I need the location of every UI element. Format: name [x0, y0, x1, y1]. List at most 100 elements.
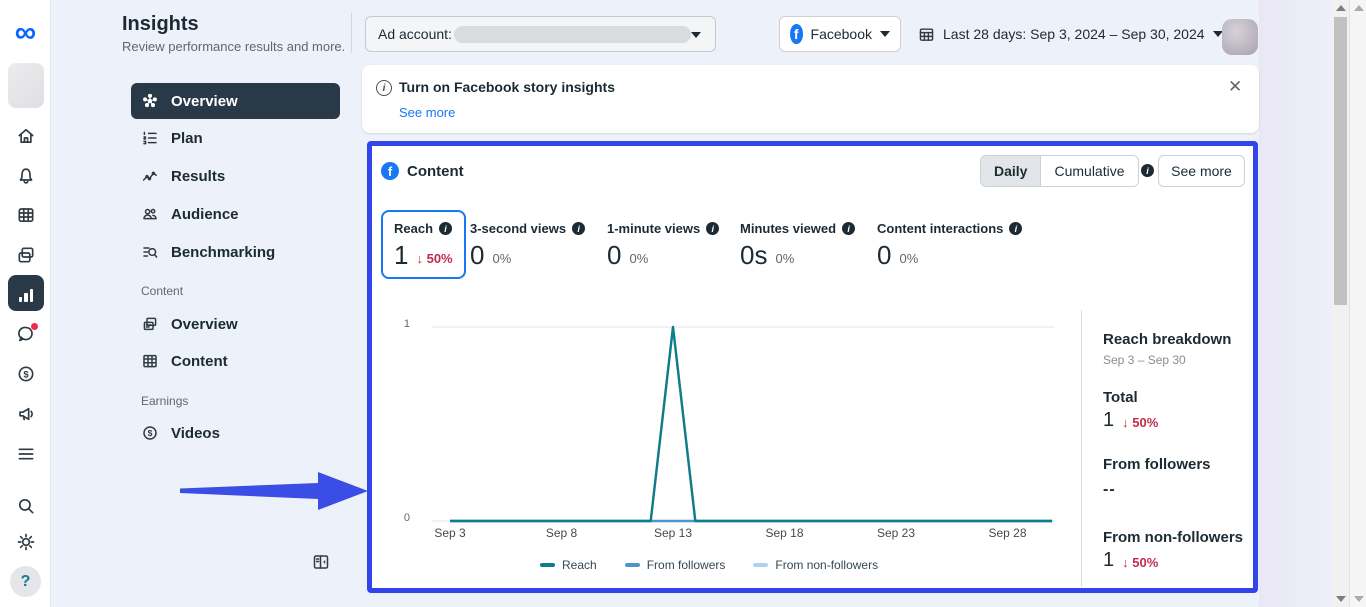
breakdown-divider	[1081, 310, 1082, 587]
legend-item-reach[interactable]: Reach	[540, 558, 597, 572]
down-arrow-icon: ↓	[1122, 555, 1129, 570]
date-range-label: Last 28 days: Sep 3, 2024 – Sep 30, 2024	[943, 26, 1205, 42]
insights-icon-selected[interactable]	[8, 275, 44, 311]
all-tools-icon[interactable]	[0, 444, 51, 464]
settings-gear-icon[interactable]	[0, 532, 51, 552]
date-range-selector[interactable]: Last 28 days: Sep 3, 2024 – Sep 30, 2024	[918, 16, 1223, 52]
sidebar-item-label: Audience	[171, 205, 239, 223]
info-icon[interactable]: i	[842, 222, 856, 235]
banner-see-more-link[interactable]: See more	[399, 105, 456, 120]
page-avatar-placeholder[interactable]	[8, 63, 44, 108]
metric-label: Reach	[394, 221, 434, 236]
sidebar-item-audience[interactable]: Audience	[131, 196, 340, 232]
x-axis-tick: Sep 3	[434, 526, 466, 540]
metric-label: 3-second views	[470, 221, 567, 236]
legend-item-from-followers[interactable]: From followers	[624, 558, 725, 572]
sidebar-item-videos[interactable]: $ Videos	[131, 415, 340, 451]
toggle-daily-button[interactable]: Daily	[981, 156, 1042, 186]
metric-delta: 0%	[492, 251, 512, 266]
x-axis-tick: Sep 23	[876, 526, 916, 540]
line-chart-icon	[142, 171, 157, 181]
collapse-panel-icon	[313, 555, 329, 569]
info-icon[interactable]: i	[1141, 164, 1154, 177]
home-icon[interactable]	[0, 126, 51, 146]
meta-logo[interactable]: ∞	[14, 16, 37, 49]
background-strip	[1259, 0, 1333, 607]
inner-scrollbar[interactable]	[1332, 0, 1349, 607]
metric-tab-minutes-viewed[interactable]: Minutes viewed i 0s 0%	[740, 221, 856, 270]
reach-swatch	[540, 563, 555, 567]
close-icon[interactable]: ✕	[1228, 77, 1243, 96]
legend-item-from-non-followers[interactable]: From non-followers	[753, 558, 878, 572]
platform-selector[interactable]: f Facebook	[779, 16, 901, 52]
overview-network-icon	[143, 93, 157, 108]
numbered-list-icon	[143, 131, 157, 145]
info-icon[interactable]: i	[706, 222, 720, 235]
chevron-down-icon	[880, 31, 890, 37]
dollar-circle-icon: $	[143, 426, 157, 440]
x-axis-ticks: Sep 3 Sep 8 Sep 13 Sep 18 Sep 23 Sep 28	[418, 526, 1078, 542]
from-followers-swatch	[624, 563, 640, 567]
search-icon[interactable]	[0, 496, 51, 516]
posts-icon[interactable]	[0, 245, 51, 265]
metric-delta: 0%	[629, 251, 649, 266]
planner-icon[interactable]	[0, 205, 51, 225]
sidebar-item-results[interactable]: Results	[131, 158, 340, 194]
metric-tab-3-second-views[interactable]: 3-second views i 0 0%	[470, 221, 586, 268]
header-divider	[351, 13, 352, 53]
metric-delta: 0%	[899, 251, 919, 266]
inbox-icon[interactable]	[0, 324, 51, 344]
collapse-sidebar-button[interactable]	[311, 552, 331, 572]
sidebar-item-overview[interactable]: Overview	[131, 83, 340, 119]
scroll-up-icon[interactable]	[1354, 5, 1364, 11]
reach-line-chart	[432, 325, 1054, 523]
people-icon	[143, 208, 157, 220]
toggle-cumulative-button[interactable]: Cumulative	[1041, 156, 1138, 186]
content-card-title: Content	[407, 163, 464, 180]
x-axis-tick: Sep 18	[765, 526, 804, 540]
sidebar-item-plan[interactable]: Plan	[131, 120, 340, 156]
monetization-icon[interactable]: $	[0, 364, 51, 384]
ads-icon[interactable]	[0, 404, 51, 424]
user-avatar[interactable]	[1222, 19, 1258, 55]
from-non-followers-swatch	[753, 563, 769, 567]
scroll-up-icon[interactable]	[1336, 5, 1346, 11]
scrollbar-thumb[interactable]	[1334, 17, 1347, 305]
sidebar-item-label: Results	[171, 167, 226, 185]
info-icon[interactable]: i	[572, 222, 586, 235]
see-more-button[interactable]: See more	[1158, 155, 1245, 187]
metric-delta: 0%	[775, 251, 795, 266]
metric-value: 0s	[740, 240, 768, 270]
content-card-highlight: f Content Daily Cumulative i See more Re…	[367, 141, 1258, 593]
outer-scrollbar[interactable]	[1349, 0, 1366, 607]
info-icon[interactable]: i	[439, 222, 453, 235]
metric-value: 1	[394, 240, 409, 270]
breakdown-row-value: 1 ↓ 50%	[1103, 409, 1159, 431]
sidebar-item-content[interactable]: Content	[131, 343, 340, 379]
metric-value: 0	[877, 240, 892, 270]
scroll-down-icon[interactable]	[1336, 596, 1346, 602]
ad-account-redacted-value	[454, 26, 691, 43]
metric-tab-content-interactions[interactable]: Content interactions i 0 0%	[877, 221, 1023, 270]
annotation-arrow	[180, 472, 368, 510]
help-icon: ?	[20, 572, 31, 590]
ad-account-selector[interactable]: Ad account:	[365, 16, 716, 52]
scroll-down-icon[interactable]	[1354, 596, 1364, 602]
breakdown-date-range: Sep 3 – Sep 30	[1103, 353, 1186, 367]
story-insights-banner: i Turn on Facebook story insights See mo…	[362, 65, 1259, 133]
sidebar-item-benchmarking[interactable]: Benchmarking	[131, 234, 340, 270]
pages-icon	[143, 317, 157, 331]
help-button[interactable]: ?	[10, 566, 41, 597]
info-icon[interactable]: i	[1009, 222, 1023, 235]
metric-delta: ↓ 50%	[416, 251, 453, 266]
metric-tab-reach[interactable]: Reach i 1 ↓ 50%	[381, 210, 466, 279]
metric-value: 0	[607, 240, 622, 270]
x-axis-tick: Sep 8	[545, 526, 578, 540]
down-arrow-icon: ↓	[416, 251, 423, 266]
page-subtitle: Review performance results and more.	[122, 39, 346, 54]
y-axis-tick: 1	[403, 318, 410, 330]
metric-tab-1-minute-views[interactable]: 1-minute views i 0 0%	[607, 221, 720, 270]
sidebar-item-content-overview[interactable]: Overview	[131, 306, 340, 342]
notifications-icon[interactable]	[0, 166, 51, 186]
svg-text:$: $	[148, 428, 153, 438]
